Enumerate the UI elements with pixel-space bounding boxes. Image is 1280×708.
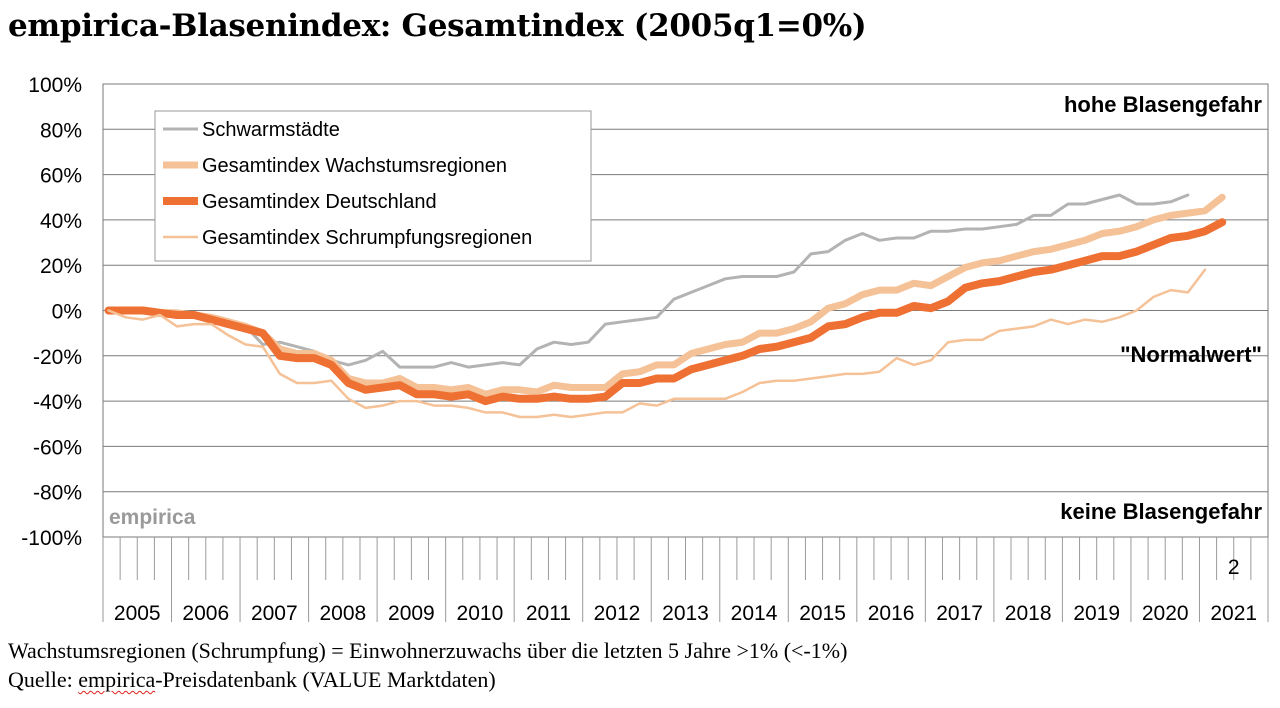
y-tick-label: 100%	[28, 74, 82, 97]
y-tick-label: 80%	[40, 119, 82, 142]
x-tick-label: 2011	[526, 602, 571, 625]
y-tick-label: -80%	[33, 482, 82, 505]
x-tick-label: 2012	[594, 602, 641, 625]
series-line	[105, 193, 1226, 398]
x-tick-label: 2016	[868, 602, 915, 625]
x-tick-label: 2008	[319, 602, 366, 625]
x-tick-label: 2006	[182, 602, 229, 625]
x-tick-label: 2020	[1142, 602, 1189, 625]
y-tick-label: -100%	[21, 527, 82, 550]
y-tick-label: -40%	[33, 391, 82, 414]
x-tick-label: 2015	[799, 602, 846, 625]
x-tick-label: 2009	[388, 602, 435, 625]
legend-box	[154, 110, 592, 262]
x-tick-label: 2005	[114, 602, 161, 625]
footnote-source-brand: empirica	[78, 667, 156, 692]
x-tick-label: 2021	[1210, 602, 1257, 625]
x-tick-label: 2019	[1073, 602, 1120, 625]
x-tick-label: 2017	[936, 602, 983, 625]
y-tick-label: 20%	[40, 255, 82, 278]
series-line	[107, 193, 1190, 369]
x-tick-label: 2010	[457, 602, 504, 625]
x-tick-label: 2013	[662, 602, 709, 625]
x-tick-label: 2007	[251, 602, 298, 625]
y-tick-label: -20%	[33, 346, 82, 369]
annotation-normal-value: "Normalwert"	[1120, 342, 1262, 367]
series-line	[104, 218, 1227, 406]
series-line	[107, 268, 1207, 419]
y-axis-ticks: 100% 80% 60% 40% 20% 0% -20% -40% -60% -80% -100%	[21, 74, 82, 550]
legend-label: Schwarmstädte	[202, 119, 340, 141]
x-tick-label: 2014	[731, 602, 778, 625]
footnote-source: Quelle: empirica-Preisdatenbank (VALUE M…	[8, 667, 496, 693]
legend-label: Gesamtindex Schrumpfungsregionen	[202, 227, 532, 249]
legend-label: Gesamtindex Wachstumsregionen	[202, 155, 507, 177]
footnote-source-suffix: -Preisdatenbank (VALUE Marktdaten)	[155, 667, 496, 692]
footnote-source-prefix: Quelle:	[8, 667, 79, 692]
x-axis: 2005 2006 2007 2008 2009 2010 2011 2012 2013 2014…	[102, 537, 1269, 625]
annotations: hohe Blasengefahr "Normalwert" keine Blase…	[109, 92, 1262, 529]
y-tick-label: -60%	[33, 436, 82, 459]
page-title: empirica-Blasenindex: Gesamtindex (2005q…	[8, 8, 867, 44]
y-tick-label: 0%	[52, 301, 82, 324]
annotation-no-risk: keine Blasengefahr	[1060, 499, 1262, 524]
empirica-watermark: empirica	[109, 506, 196, 529]
footnote-definition: Wachstumsregionen (Schrumpfung) = Einwoh…	[8, 638, 848, 663]
x-extra-label: 2	[1228, 556, 1240, 579]
annotation-high-risk: hohe Blasengefahr	[1064, 92, 1262, 117]
x-tick-label: 2018	[1005, 602, 1052, 625]
legend-label: Gesamtindex Deutschland	[202, 191, 437, 213]
y-tick-label: 40%	[40, 210, 82, 233]
legend: Schwarmstädte Gesamtindex Wachstumsregion…	[154, 110, 592, 262]
series-lines	[104, 193, 1227, 419]
y-tick-label: 60%	[40, 165, 82, 188]
